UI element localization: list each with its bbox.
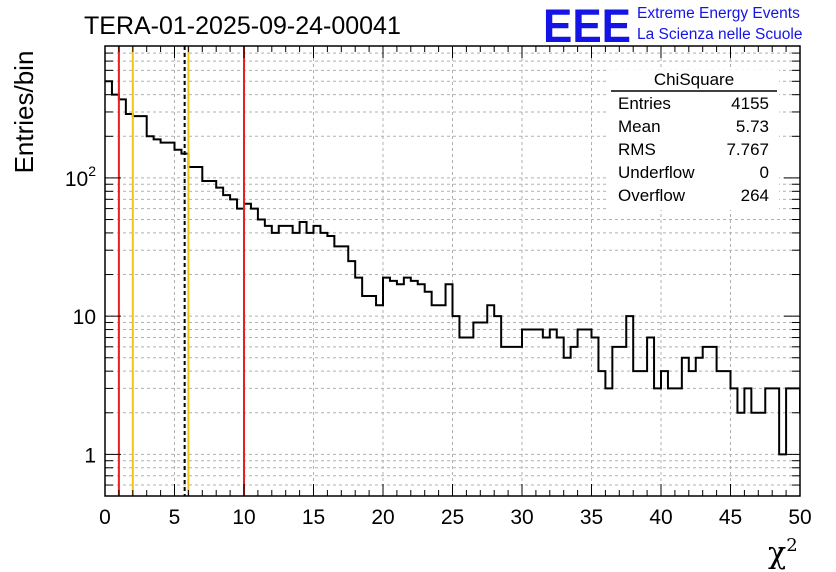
stats-label: Overflow — [618, 186, 686, 205]
axes — [104, 45, 801, 497]
x-tick-label: 20 — [371, 506, 394, 529]
run-title: TERA-01-2025-09-24-00041 — [84, 12, 401, 40]
stats-label: RMS — [618, 140, 656, 159]
logo-line-2: La Scienza nelle Scuole — [637, 26, 802, 43]
eee-logo: EEE Extreme Energy Events La Scienza nel… — [543, 0, 802, 52]
x-tick-label: 35 — [580, 506, 603, 529]
stats-value: 4155 — [731, 94, 769, 113]
x-tick-label: 15 — [302, 506, 325, 529]
stats-label: Mean — [618, 117, 661, 136]
stats-label: Underflow — [618, 163, 695, 182]
x-tick-label: 50 — [788, 506, 811, 529]
stats-box: ChiSquare Entries 4155 Mean 5.73 RMS 7.767 Und… — [609, 70, 779, 210]
y-tick-label-base: 10 — [73, 306, 96, 329]
stats-title: ChiSquare — [654, 70, 734, 89]
y-tick-label-base: 10 — [65, 168, 88, 191]
x-tick-label: 40 — [649, 506, 672, 529]
y-tick-label: 10 — [73, 306, 96, 329]
x-tick-label: 45 — [719, 506, 742, 529]
x-axis-title: χ2 — [768, 535, 798, 571]
y-tick-label-base: 1 — [84, 444, 96, 467]
y-axis-title: Entries/bin — [9, 51, 39, 174]
x-tick-labels: 0 5 10 15 20 25 30 35 40 45 50 — [99, 506, 812, 529]
x-tick-label: 25 — [441, 506, 464, 529]
stats-value: 0 — [760, 163, 769, 182]
stats-value: 264 — [741, 186, 769, 205]
x-tick-label: 10 — [232, 506, 255, 529]
stats-rows: Entries 4155 Mean 5.73 RMS 7.767 Underflow 0 Ove… — [618, 94, 769, 205]
vertical-marker-lines — [117, 46, 245, 496]
stats-box-background — [609, 70, 779, 210]
x-tick-label: 30 — [510, 506, 533, 529]
logo-line-1: Extreme Energy Events — [637, 5, 800, 22]
y-tick-label: 1 — [84, 444, 96, 467]
x-tick-label: 5 — [169, 506, 181, 529]
stats-value: 5.73 — [736, 117, 769, 136]
grid-lines — [105, 46, 800, 496]
logo-eee-text: EEE — [543, 0, 631, 52]
y-tick-label: 102 — [65, 163, 96, 191]
histogram-step-line — [105, 80, 800, 456]
stats-label: Entries — [618, 94, 671, 113]
x-tick-label: 0 — [99, 506, 111, 529]
y-tick-label-exponent: 2 — [88, 163, 96, 179]
histogram — [105, 80, 800, 456]
stats-value: 7.767 — [726, 140, 769, 159]
